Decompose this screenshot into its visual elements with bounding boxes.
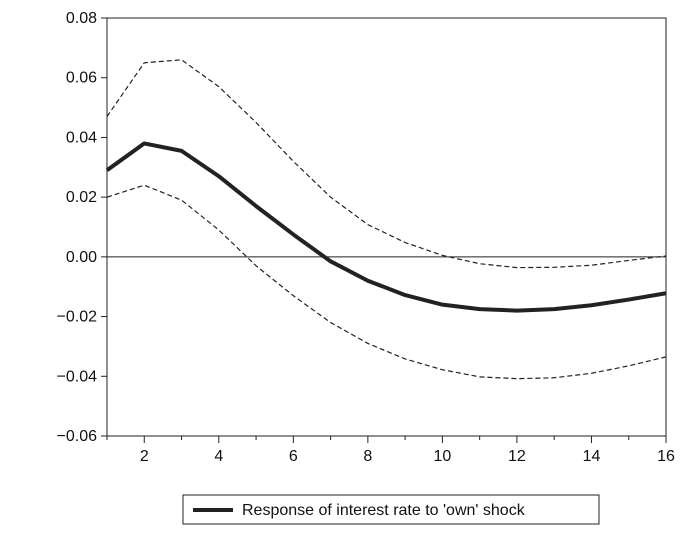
plot-frame xyxy=(106,17,667,437)
x-tick-label: 2 xyxy=(140,448,149,465)
legend: Response of interest rate to 'own' shock xyxy=(182,494,600,525)
x-tick-label: 4 xyxy=(214,448,223,465)
series-line-lower-band xyxy=(106,184,667,380)
legend-label: Response of interest rate to 'own' shock xyxy=(242,502,526,519)
y-tick-label: 0.04 xyxy=(66,129,97,146)
y-tick-label: 0.00 xyxy=(66,249,97,266)
x-tick-label: 10 xyxy=(434,448,452,465)
legend-box xyxy=(182,494,600,525)
y-tick-label: 0.08 xyxy=(66,10,97,27)
y-tick-label: 0.02 xyxy=(66,189,97,206)
y-tick-label: −0.06 xyxy=(57,428,98,445)
y-tick-label: −0.02 xyxy=(57,309,98,326)
y-tick-label: 0.06 xyxy=(66,70,97,87)
x-tick-label: 6 xyxy=(289,448,298,465)
series-line-response xyxy=(105,141,667,313)
x-tick-label: 8 xyxy=(363,448,372,465)
x-tick-label: 16 xyxy=(657,448,675,465)
x-tick-label: 14 xyxy=(583,448,601,465)
series-line-upper-band xyxy=(106,59,667,269)
y-tick-label: −0.04 xyxy=(57,368,98,385)
x-tick-label: 12 xyxy=(508,448,526,465)
